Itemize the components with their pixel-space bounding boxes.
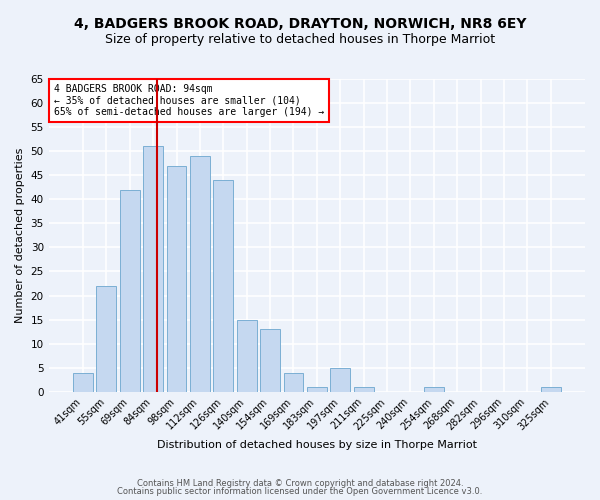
Bar (424, 387, 443, 392)
Bar (284, 372, 304, 392)
Bar (353, 387, 374, 392)
Bar (167, 166, 187, 392)
Bar (143, 146, 163, 392)
Bar (330, 368, 350, 392)
X-axis label: Distribution of detached houses by size in Thorpe Marriot: Distribution of detached houses by size … (157, 440, 477, 450)
Text: Contains public sector information licensed under the Open Government Licence v3: Contains public sector information licen… (118, 487, 482, 496)
Bar (190, 156, 210, 392)
Bar (260, 329, 280, 392)
Text: Size of property relative to detached houses in Thorpe Marriot: Size of property relative to detached ho… (105, 32, 495, 46)
Bar (307, 387, 327, 392)
Text: Contains HM Land Registry data © Crown copyright and database right 2024.: Contains HM Land Registry data © Crown c… (137, 478, 463, 488)
Y-axis label: Number of detached properties: Number of detached properties (15, 148, 25, 323)
Bar (120, 190, 140, 392)
Bar (73, 372, 93, 392)
Text: 4 BADGERS BROOK ROAD: 94sqm
← 35% of detached houses are smaller (104)
65% of se: 4 BADGERS BROOK ROAD: 94sqm ← 35% of det… (54, 84, 324, 117)
Bar (237, 320, 257, 392)
Bar (97, 286, 116, 392)
Bar (214, 180, 233, 392)
Bar (541, 387, 560, 392)
Text: 4, BADGERS BROOK ROAD, DRAYTON, NORWICH, NR8 6EY: 4, BADGERS BROOK ROAD, DRAYTON, NORWICH,… (74, 18, 526, 32)
